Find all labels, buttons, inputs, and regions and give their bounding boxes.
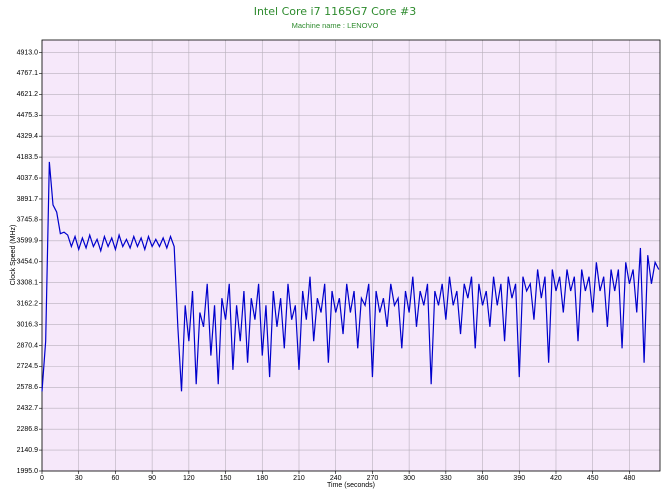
y-tick-label: 4475.3 bbox=[17, 112, 39, 119]
y-tick-label: 3454.0 bbox=[17, 259, 39, 266]
x-tick-label: 360 bbox=[477, 475, 489, 482]
x-tick-label: 450 bbox=[587, 475, 599, 482]
x-tick-label: 480 bbox=[624, 475, 636, 482]
y-tick-label: 3745.8 bbox=[17, 217, 39, 224]
x-tick-label: 270 bbox=[367, 475, 379, 482]
x-tick-label: 300 bbox=[403, 475, 415, 482]
y-tick-label: 3162.2 bbox=[17, 300, 39, 307]
y-tick-label: 2578.6 bbox=[17, 384, 39, 391]
x-tick-label: 240 bbox=[330, 475, 342, 482]
y-tick-label: 4183.5 bbox=[17, 154, 39, 161]
x-tick-label: 390 bbox=[513, 475, 525, 482]
x-tick-label: 120 bbox=[183, 475, 195, 482]
x-tick-label: 0 bbox=[40, 475, 44, 482]
y-tick-label: 4621.2 bbox=[17, 91, 39, 98]
x-tick-label: 60 bbox=[112, 475, 120, 482]
y-tick-label: 4767.1 bbox=[17, 70, 39, 77]
y-tick-label: 3016.3 bbox=[17, 321, 39, 328]
y-tick-label: 4037.6 bbox=[17, 175, 39, 182]
y-tick-label: 4913.0 bbox=[17, 49, 39, 56]
x-axis-label: Time (seconds) bbox=[327, 482, 375, 489]
y-tick-label: 2870.4 bbox=[17, 342, 39, 349]
y-tick-label: 2286.8 bbox=[17, 426, 39, 433]
x-tick-label: 210 bbox=[293, 475, 305, 482]
y-axis-label: Clock Speed (MHz) bbox=[10, 225, 17, 286]
x-tick-label: 330 bbox=[440, 475, 452, 482]
y-tick-label: 2724.5 bbox=[17, 363, 39, 370]
y-tick-label: 3308.1 bbox=[17, 280, 39, 287]
y-tick-label: 4329.4 bbox=[17, 133, 39, 140]
x-tick-label: 420 bbox=[550, 475, 562, 482]
x-tick-label: 90 bbox=[148, 475, 156, 482]
x-tick-label: 180 bbox=[256, 475, 268, 482]
y-tick-label: 2432.7 bbox=[17, 405, 39, 412]
x-tick-label: 150 bbox=[220, 475, 232, 482]
plot-area bbox=[42, 40, 660, 471]
y-tick-label: 2140.9 bbox=[17, 447, 39, 454]
chart-title: Intel Core i7 1165G7 Core #3 bbox=[254, 5, 417, 18]
x-tick-label: 30 bbox=[75, 475, 83, 482]
data-line bbox=[41, 161, 660, 392]
y-tick-label: 1995.0 bbox=[17, 468, 39, 475]
y-tick-label: 3891.7 bbox=[17, 196, 39, 203]
chart-subtitle: Machine name : LENOVO bbox=[292, 21, 379, 30]
plot-border bbox=[41, 39, 661, 472]
y-tick-label: 3599.9 bbox=[17, 238, 39, 245]
